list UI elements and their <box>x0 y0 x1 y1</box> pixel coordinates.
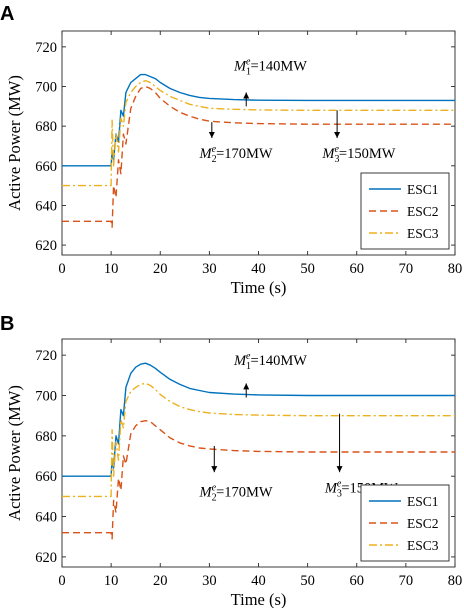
x-axis-label: Time (s) <box>231 590 287 608</box>
x-tick-label: 10 <box>104 573 119 589</box>
annotation-arrow-head <box>334 132 341 139</box>
annotation-arrow-head <box>336 466 343 473</box>
annotation-arrow-head <box>211 466 218 473</box>
x-tick-label: 70 <box>399 261 414 277</box>
legend-label-esc1: ESC1 <box>407 494 439 509</box>
annotation-label: M1e=140MW <box>233 57 307 78</box>
x-tick-label: 40 <box>251 261 266 277</box>
x-tick-label: 0 <box>58 573 65 589</box>
annotation-label: M3e=150MW <box>321 144 395 165</box>
y-axis-label: Active Power (MW) <box>5 385 24 521</box>
x-tick-label: 80 <box>448 261 463 277</box>
y-tick-label: 640 <box>35 198 57 214</box>
x-axis-label: Time (s) <box>231 278 287 297</box>
legend-label-esc3: ESC3 <box>407 538 439 553</box>
chart-panel-b: 0 10 20 30 40 50 60 70 80 620 640 660 680 700 720 Time … <box>5 338 463 608</box>
annotation-label: M2e=170MW <box>199 144 273 165</box>
legend-label-esc1: ESC1 <box>407 182 439 197</box>
y-tick-label: 680 <box>35 119 57 135</box>
annotation-arrow-head <box>243 383 250 390</box>
x-tick-label: 20 <box>153 261 168 277</box>
annotation-arrow-head <box>243 92 250 99</box>
y-tick-label: 700 <box>35 80 57 96</box>
x-tick-label: 20 <box>153 573 168 589</box>
annotation-label: M1e=140MW <box>233 351 307 372</box>
x-tick-label: 70 <box>399 573 414 589</box>
series-line-esc2 <box>62 85 455 228</box>
x-tick-label: 50 <box>300 261 315 277</box>
x-tick-label: 80 <box>448 573 463 589</box>
y-tick-label: 620 <box>35 550 57 566</box>
x-tick-label: 10 <box>104 261 119 277</box>
legend-label-esc2: ESC2 <box>407 204 439 219</box>
y-tick-label: 660 <box>35 469 57 485</box>
chart-panel-a: 0 10 20 30 40 50 60 70 80 620 640 660 680 700 720 Time … <box>5 30 463 297</box>
x-tick-label: 0 <box>58 261 65 277</box>
y-tick-label: 720 <box>35 40 57 56</box>
x-tick-label: 30 <box>202 261 217 277</box>
y-tick-label: 720 <box>35 348 57 364</box>
y-tick-label: 640 <box>35 510 57 526</box>
y-tick-label: 680 <box>35 429 57 445</box>
panel-letter-a: A <box>0 3 14 25</box>
annotation-label: M2e=170MW <box>199 482 273 503</box>
y-axis-label: Active Power (MW) <box>5 75 24 211</box>
y-tick-label: 620 <box>35 238 57 254</box>
series-line-esc1 <box>62 362 455 477</box>
legend-label-esc3: ESC3 <box>407 226 439 241</box>
annotation-arrow-head <box>208 132 215 139</box>
panel-letter-b: B <box>0 313 14 335</box>
x-tick-label: 50 <box>300 573 315 589</box>
legend-label-esc2: ESC2 <box>407 516 439 531</box>
y-tick-label: 660 <box>35 159 57 175</box>
series-line-esc3 <box>62 79 455 187</box>
x-tick-label: 30 <box>202 573 217 589</box>
legend: ESC1 ESC2 ESC3 <box>360 172 450 250</box>
x-tick-label: 40 <box>251 573 266 589</box>
series-line-esc3 <box>62 382 455 498</box>
x-tick-label: 60 <box>350 261 365 277</box>
legend: ESC1 ESC2 ESC3 <box>360 484 450 562</box>
y-tick-label: 700 <box>35 388 57 404</box>
x-tick-label: 60 <box>350 573 365 589</box>
